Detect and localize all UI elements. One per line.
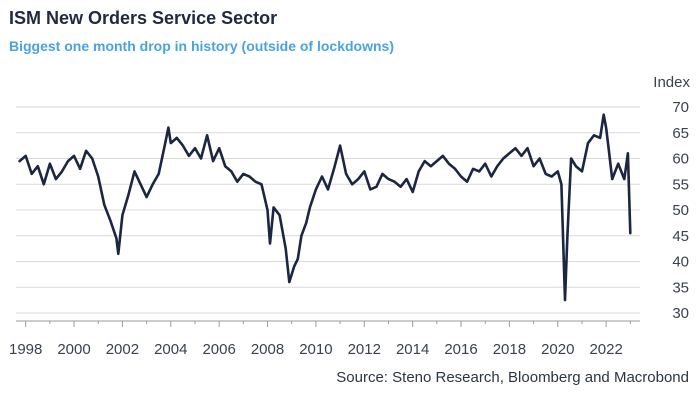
- x-tick-label: 2020: [541, 341, 574, 358]
- chart-subtitle: Biggest one month drop in history (outsi…: [9, 38, 394, 54]
- series-line-0: [18, 113, 632, 302]
- x-tick-label: 2000: [57, 341, 90, 358]
- x-tick-label: 2014: [396, 341, 429, 358]
- x-tick-label: 1998: [9, 341, 42, 358]
- y-axis-title: Index: [653, 74, 690, 91]
- y-tick-label: 60: [672, 151, 689, 168]
- x-axis: 1998 2000 2002 2004 2006 2008 2010 2012 2014 2016…: [9, 320, 640, 358]
- gridlines: [16, 106, 640, 314]
- x-tick-label: 2004: [154, 341, 187, 358]
- y-tick-label: 30: [672, 305, 689, 322]
- y-tick-label: 40: [672, 254, 689, 271]
- x-tick-label: 2010: [299, 341, 332, 358]
- x-tick-label: 2018: [493, 341, 526, 358]
- chart-title: ISM New Orders Service Sector: [9, 8, 278, 28]
- x-tick-label: 2002: [106, 341, 139, 358]
- y-tick-label: 45: [672, 228, 689, 245]
- y-axis: 30 35 40 45 50 55 60 65 70: [672, 99, 689, 322]
- x-tick-label: 2008: [251, 341, 284, 358]
- x-tick-label: 2012: [348, 341, 381, 358]
- y-tick-label: 65: [672, 125, 689, 142]
- y-tick-label: 35: [672, 279, 689, 296]
- x-tick-label: 2006: [202, 341, 235, 358]
- series-layer: [18, 113, 632, 302]
- x-tick-label: 2022: [589, 341, 622, 358]
- y-tick-label: 55: [672, 176, 689, 193]
- y-tick-label: 70: [672, 99, 689, 116]
- x-tick-label: 2016: [444, 341, 477, 358]
- y-tick-label: 50: [672, 202, 689, 219]
- source-note: Source: Steno Research, Bloomberg and Ma…: [336, 369, 689, 386]
